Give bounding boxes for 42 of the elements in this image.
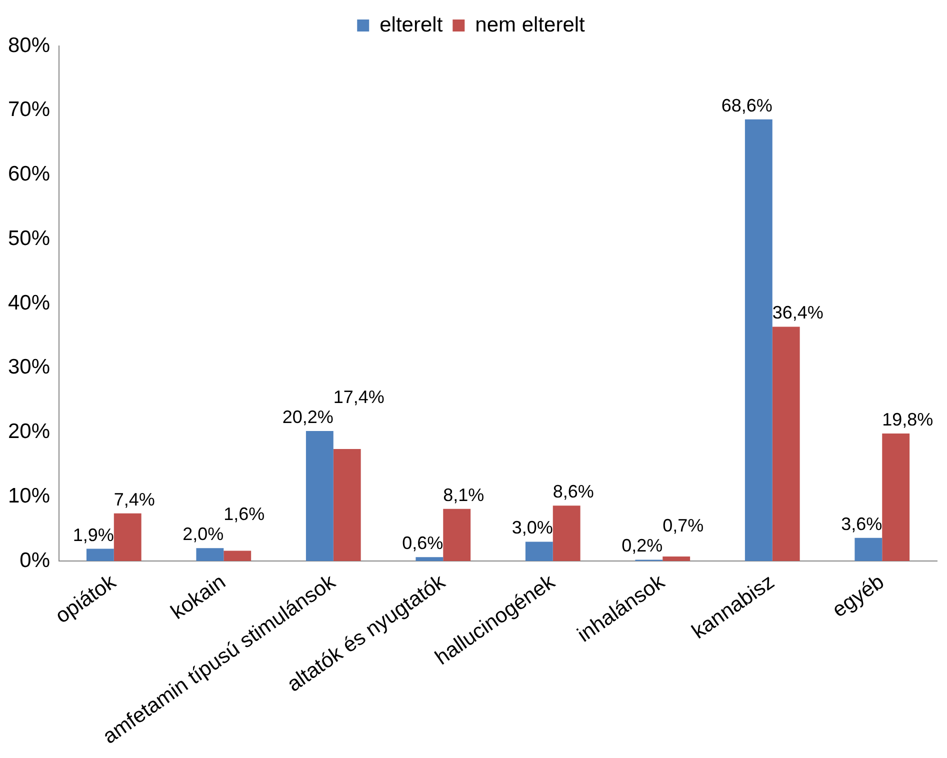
data-label: 7,4%	[114, 489, 155, 510]
legend-label: nem elterelt	[475, 13, 586, 36]
data-label: 36,4%	[772, 302, 824, 323]
bar	[854, 538, 882, 562]
bar	[443, 508, 471, 562]
y-tick-label: 80%	[8, 34, 50, 57]
data-label: 2,0%	[182, 524, 224, 544]
bar	[196, 548, 224, 562]
bar	[772, 326, 800, 562]
data-label: 3,6%	[841, 514, 882, 534]
bar	[416, 557, 444, 562]
y-tick-label: 10%	[8, 484, 50, 508]
y-tick-label: 30%	[8, 356, 50, 379]
y-tick-label: 0%	[20, 548, 50, 572]
y-tick-label: 70%	[8, 98, 50, 122]
y-tick-label: 50%	[8, 226, 50, 250]
legend-label: elterelt	[380, 13, 443, 36]
data-label: 1,6%	[224, 504, 265, 524]
y-tick-label: 60%	[8, 162, 50, 186]
data-label: 0,6%	[402, 533, 444, 554]
data-label: 19,8%	[882, 410, 934, 430]
bar	[114, 513, 142, 562]
bar	[306, 430, 334, 562]
data-label: 8,6%	[552, 482, 594, 502]
bar	[662, 556, 690, 562]
data-label: 3,0%	[512, 518, 553, 538]
data-label: 68,6%	[721, 95, 772, 116]
data-label: 0,2%	[622, 536, 663, 556]
y-tick-label: 20%	[8, 420, 50, 444]
bar	[744, 119, 772, 562]
data-label: 0,7%	[662, 516, 704, 536]
bar	[224, 550, 252, 562]
data-label: 8,1%	[443, 484, 484, 505]
bar	[333, 449, 361, 562]
data-label: 17,4%	[333, 386, 384, 407]
y-tick-label: 40%	[8, 291, 50, 314]
bar	[86, 548, 114, 562]
bar	[882, 434, 910, 562]
bar	[525, 542, 553, 562]
data-label: 20,2%	[282, 406, 334, 427]
bar	[552, 506, 580, 562]
data-label: 1,9%	[72, 524, 114, 545]
